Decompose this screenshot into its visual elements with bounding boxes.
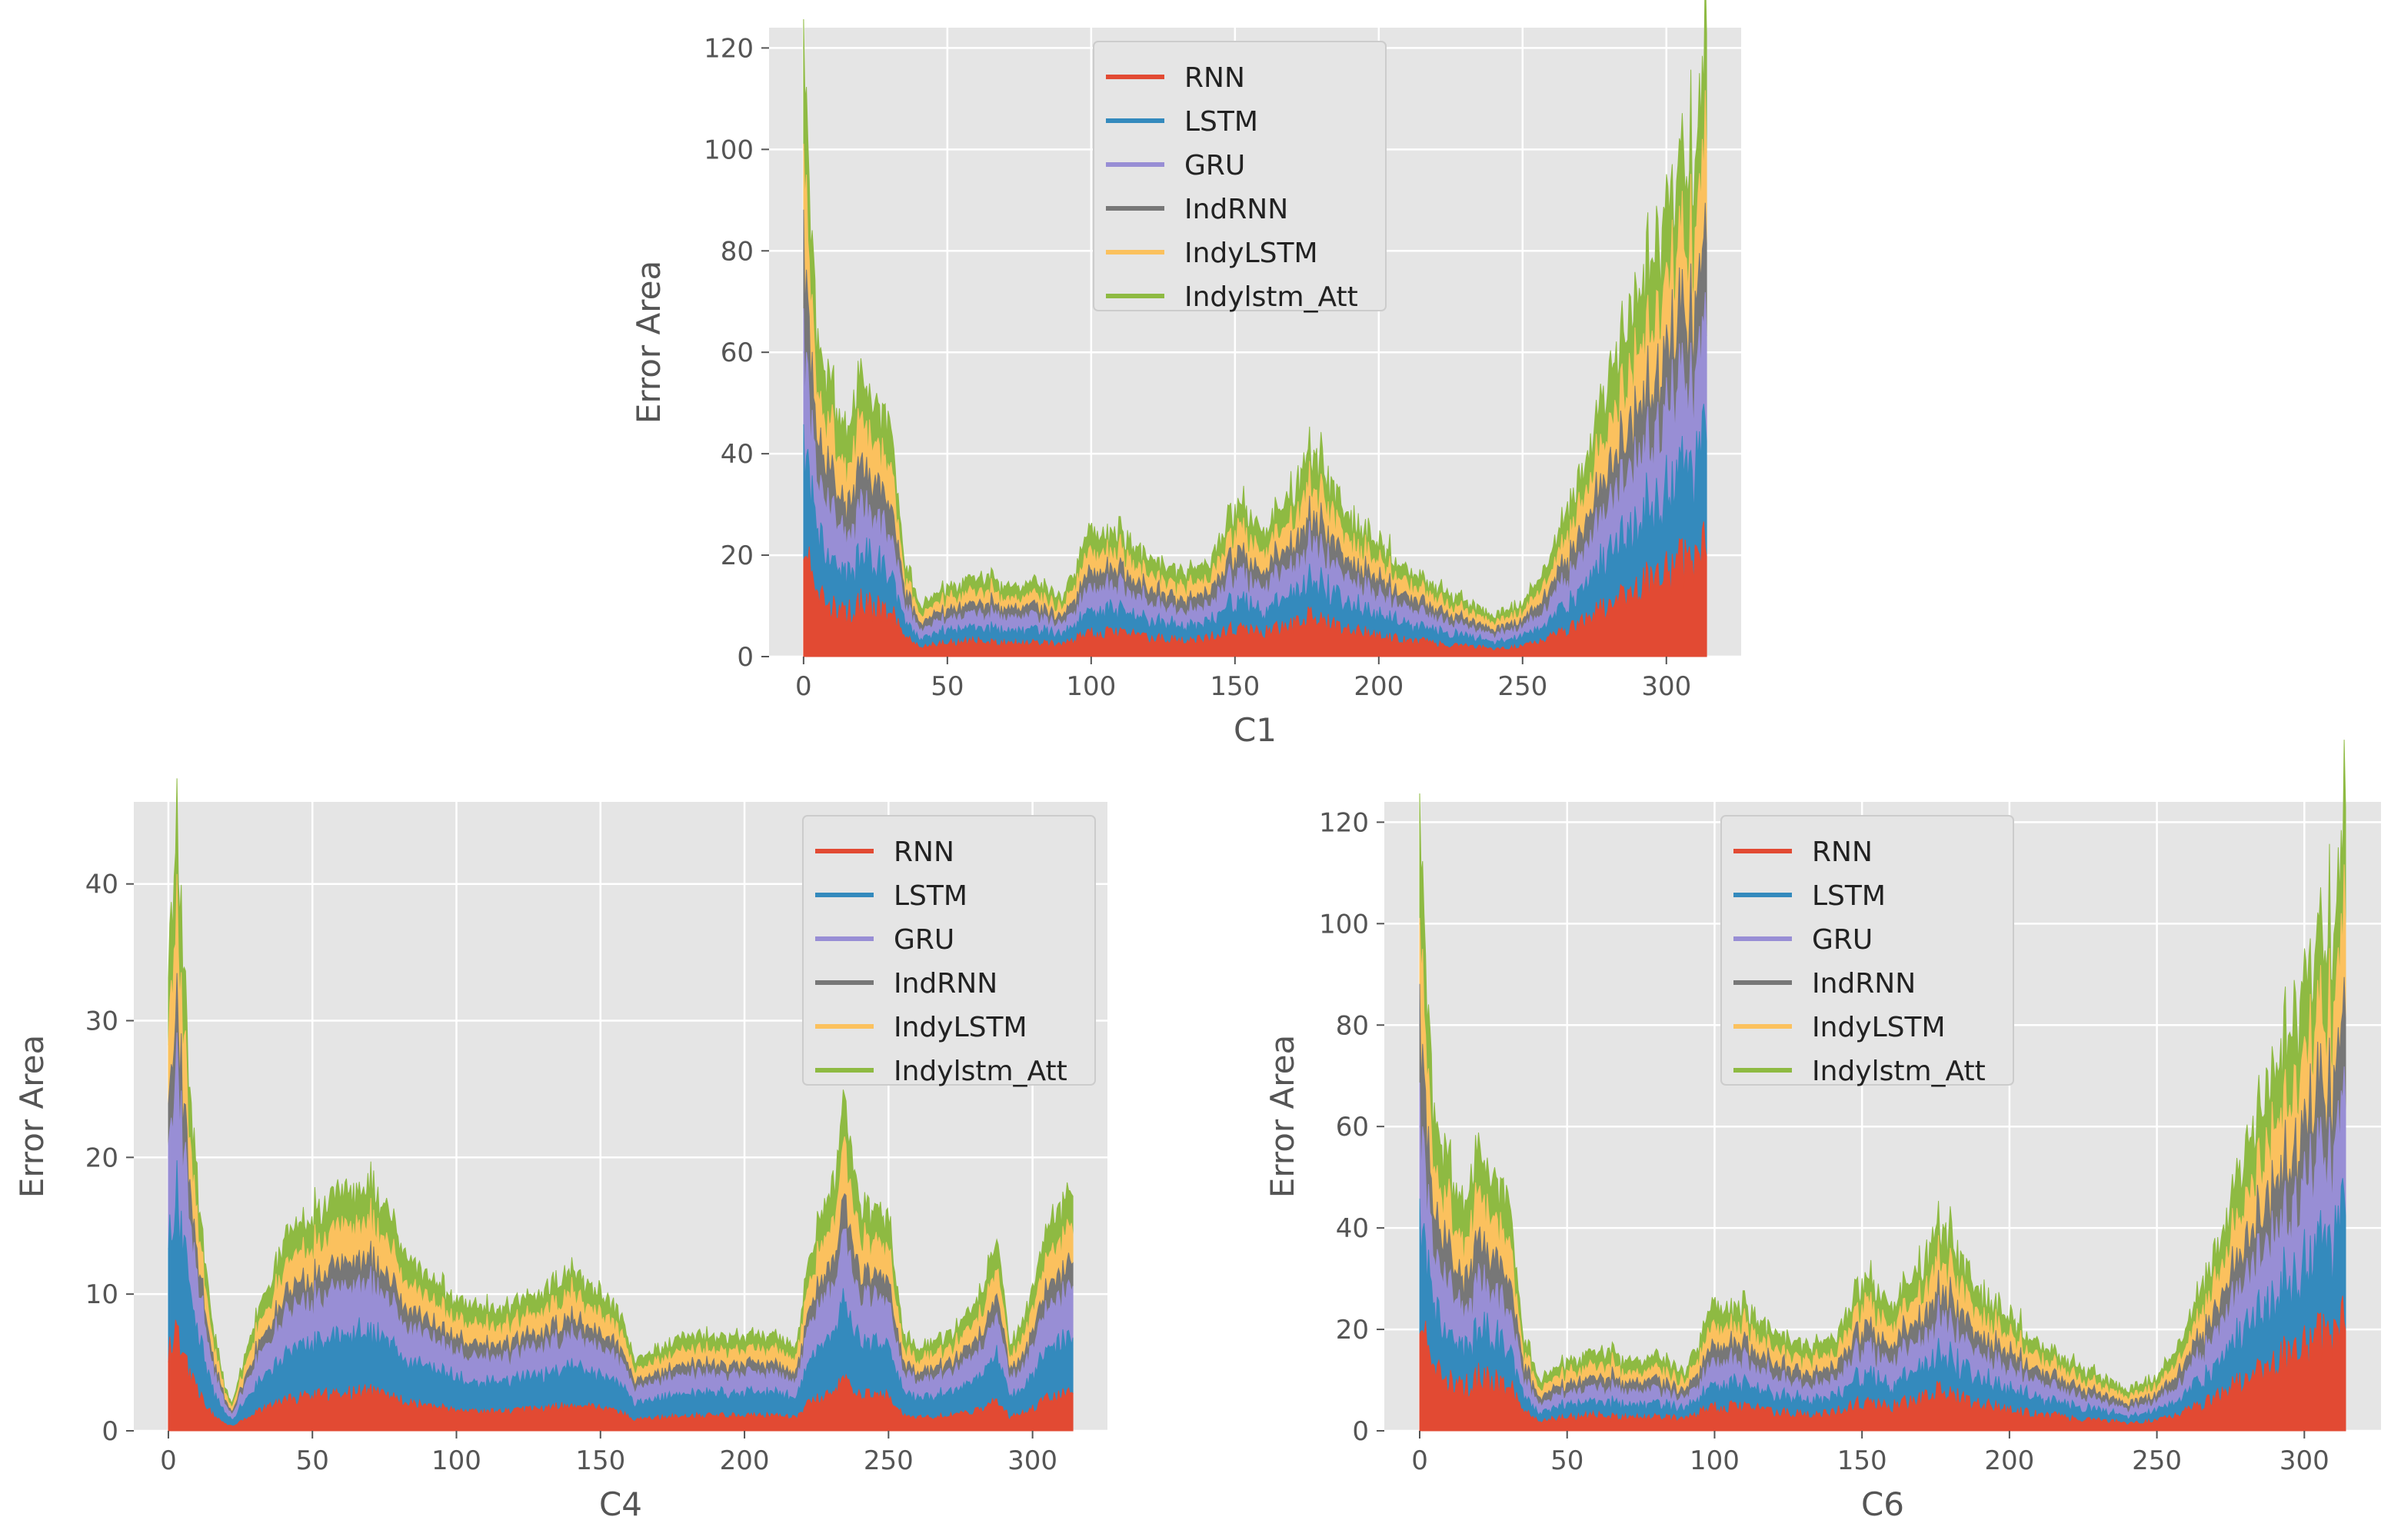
x-axis-label: C6 (1861, 1485, 1904, 1523)
x-tick-label: 250 (864, 1445, 914, 1476)
legend: RNN LSTM GRU IndRNN IndyLSTM Indylstm_Att (1093, 41, 1387, 313)
y-tick-label: 40 (1336, 1213, 1369, 1244)
y-tick-label: 80 (721, 236, 754, 267)
x-tick-label: 0 (1411, 1445, 1428, 1476)
y-tick-label: 0 (102, 1416, 118, 1447)
x-tick-label: 50 (1550, 1445, 1583, 1476)
x-tick-label: 50 (931, 671, 964, 702)
legend-label-gru: GRU (1184, 150, 1245, 181)
x-tick-label: 200 (1984, 1445, 2034, 1476)
y-tick-label: 0 (737, 642, 754, 673)
legend-label-lstm: LSTM (1184, 106, 1258, 138)
y-tick-label: 0 (1352, 1416, 1369, 1447)
y-tick-label: 60 (1336, 1112, 1369, 1143)
y-tick-label: 60 (721, 338, 754, 368)
x-tick-label: 250 (2132, 1445, 2182, 1476)
chart-c6: 0 50 100 150 200 250 300 0 20 40 60 80 100 120 C6 Error… (1264, 740, 2381, 1523)
x-tick-label: 100 (1066, 671, 1116, 702)
y-tick-label: 10 (85, 1279, 118, 1310)
legend: RNN LSTM GRU IndRNN IndyLSTM Indylstm_Att (1720, 815, 2014, 1087)
legend-box (802, 815, 1096, 1086)
x-tick-label: 150 (1837, 1445, 1887, 1476)
legend-label-rnn: RNN (1812, 837, 1873, 868)
x-tick-label: 250 (1497, 671, 1547, 702)
x-tick-label: 100 (1690, 1445, 1740, 1476)
y-tick-label: 30 (85, 1006, 118, 1037)
x-tick-label: 200 (1354, 671, 1404, 702)
chart-c1: 0 50 100 150 200 250 300 0 20 40 60 80 100 120 C1 Error… (630, 0, 1741, 749)
x-tick-label: 300 (2279, 1445, 2329, 1476)
x-tick-label: 300 (1007, 1445, 1057, 1476)
y-tick-label: 100 (704, 135, 754, 165)
legend-label-indylstm: IndyLSTM (894, 1012, 1027, 1043)
x-tick-label: 150 (575, 1445, 625, 1476)
x-tick-label: 0 (795, 671, 812, 702)
legend-label-indrnn: IndRNN (1184, 194, 1288, 225)
y-tick-label: 80 (1336, 1010, 1369, 1041)
y-tick-label: 40 (721, 439, 754, 470)
legend-label-indylstm-att: Indylstm_Att (1184, 281, 1358, 313)
legend: RNN LSTM GRU IndRNN IndyLSTM Indylstm_Att (802, 815, 1096, 1087)
y-axis-label: Error Area (1264, 1035, 1301, 1198)
legend-label-indylstm: IndyLSTM (1184, 238, 1318, 269)
y-tick-label: 40 (85, 870, 118, 900)
legend-label-gru: GRU (1812, 924, 1873, 956)
legend-box (1720, 815, 2014, 1086)
x-axis-label: C4 (599, 1485, 642, 1523)
legend-label-indylstm-att: Indylstm_Att (1812, 1056, 1986, 1087)
legend-label-indylstm-att: Indylstm_Att (894, 1056, 1067, 1087)
series-area-rnn (1419, 1296, 2346, 1432)
legend-box (1093, 41, 1387, 311)
legend-label-rnn: RNN (1184, 62, 1245, 94)
legend-label-lstm: LSTM (894, 880, 967, 912)
y-tick-label: 120 (704, 33, 754, 64)
x-tick-label: 150 (1210, 671, 1260, 702)
x-tick-label: 100 (431, 1445, 481, 1476)
legend-label-lstm: LSTM (1812, 880, 1886, 912)
x-tick-label: 200 (720, 1445, 770, 1476)
legend-label-indylstm: IndyLSTM (1812, 1012, 1946, 1043)
y-axis-label: Error Area (13, 1035, 51, 1198)
y-tick-label: 20 (1336, 1315, 1369, 1345)
x-axis-label: C1 (1234, 711, 1277, 749)
legend-label-rnn: RNN (894, 837, 954, 868)
x-tick-label: 300 (1641, 671, 1691, 702)
x-tick-label: 0 (160, 1445, 177, 1476)
series-area-rnn (168, 1319, 1074, 1432)
chart-c4: 0 50 100 150 200 250 300 0 10 20 30 40 C4 Error Area R… (13, 778, 1107, 1523)
legend-label-indrnn: IndRNN (1812, 968, 1916, 1000)
y-tick-label: 20 (85, 1143, 118, 1173)
y-tick-label: 120 (1319, 807, 1369, 838)
y-axis-label: Error Area (630, 261, 668, 424)
series-area-rnn (803, 521, 1707, 657)
y-tick-label: 100 (1319, 909, 1369, 940)
legend-label-indrnn: IndRNN (894, 968, 997, 1000)
x-tick-label: 50 (296, 1445, 329, 1476)
legend-label-gru: GRU (894, 924, 954, 956)
y-tick-label: 20 (721, 540, 754, 571)
